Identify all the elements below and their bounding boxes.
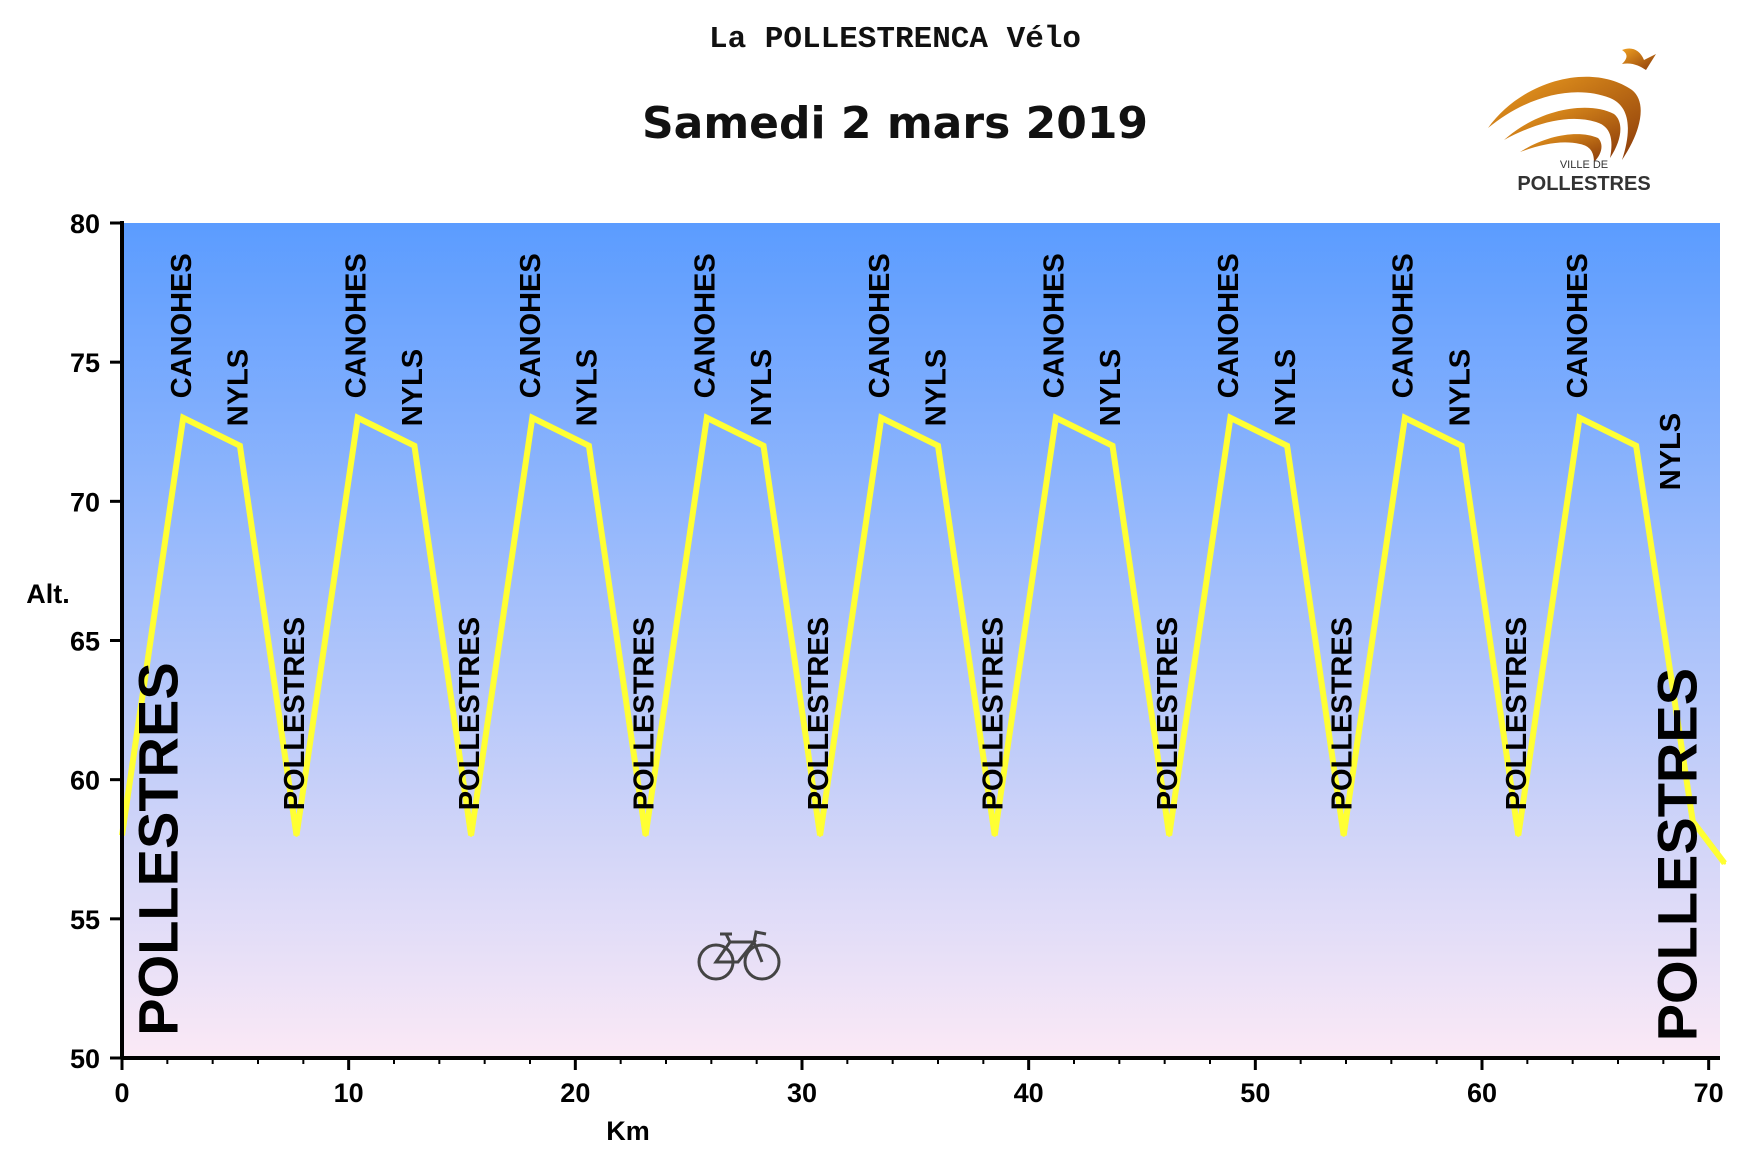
place-label: NYLS xyxy=(223,349,255,426)
y-tick-label: 80 xyxy=(70,209,100,239)
logo-swoosh-mid xyxy=(1504,107,1621,158)
profile-point xyxy=(1342,833,1346,837)
x-tick-label: 30 xyxy=(787,1078,817,1108)
profile-point xyxy=(1634,444,1638,448)
x-tick-label: 40 xyxy=(1014,1078,1044,1108)
profile-point xyxy=(1460,444,1464,448)
bicycle-icon xyxy=(697,930,781,981)
y-tick-label: 70 xyxy=(70,487,100,517)
place-label: CANOHES xyxy=(515,253,547,398)
logo: VILLE DE POLLESTRES xyxy=(1482,40,1702,220)
logo-line1: VILLE DE xyxy=(1560,159,1608,171)
place-label: POLLESTRES xyxy=(454,617,486,810)
place-label: CANOHES xyxy=(689,253,721,398)
profile-point xyxy=(412,444,416,448)
place-label: NYLS xyxy=(1270,349,1302,426)
profile-point xyxy=(238,444,242,448)
profile-point xyxy=(295,833,299,837)
x-tick-label: 10 xyxy=(334,1078,364,1108)
place-label: NYLS xyxy=(921,349,953,426)
logo-swoosh-inner xyxy=(1520,134,1602,162)
place-label: CANOHES xyxy=(1213,253,1245,398)
place-label: CANOHES xyxy=(1388,253,1420,398)
logo-line2: POLLESTRES xyxy=(1517,173,1650,195)
y-tick-label: 55 xyxy=(70,905,100,935)
bicycle-front-wheel xyxy=(743,943,781,981)
page-title: La POLLESTRENCA Vélo xyxy=(708,22,1082,57)
place-label: POLLESTRES xyxy=(977,617,1009,810)
profile-point xyxy=(818,833,822,837)
profile-point xyxy=(936,444,940,448)
plot-background xyxy=(122,223,1720,1058)
y-tick-label: 60 xyxy=(70,766,100,796)
profile-point xyxy=(993,833,997,837)
y-tick-label: 65 xyxy=(70,627,100,657)
profile-point xyxy=(1577,416,1581,420)
profile-point xyxy=(1403,416,1407,420)
place-label: POLLESTRES xyxy=(1501,617,1533,810)
profile-point xyxy=(1516,833,1520,837)
place-label-large: POLLESTRES xyxy=(1645,668,1708,1041)
x-tick-label: 0 xyxy=(114,1078,129,1108)
profile-point xyxy=(587,444,591,448)
place-label: NYLS xyxy=(1655,413,1687,490)
place-label: CANOHES xyxy=(1039,253,1071,398)
y-tick-label: 75 xyxy=(70,348,100,378)
place-label: NYLS xyxy=(1095,349,1127,426)
place-label: CANOHES xyxy=(1562,253,1594,398)
place-label: POLLESTRES xyxy=(628,617,660,810)
place-label: NYLS xyxy=(746,349,778,426)
place-label: POLLESTRES xyxy=(279,617,311,810)
y-tick-label: 50 xyxy=(70,1044,100,1074)
place-label-large: POLLESTRES xyxy=(127,662,190,1035)
bicycle-frame xyxy=(713,930,767,964)
profile-point xyxy=(705,416,709,420)
profile-point xyxy=(644,833,648,837)
place-label: POLLESTRES xyxy=(1152,617,1184,810)
logo-emblem: VILLE DE POLLESTRES xyxy=(1488,48,1656,195)
profile-point xyxy=(1167,833,1171,837)
place-label: POLLESTRES xyxy=(803,617,835,810)
profile-point xyxy=(879,416,883,420)
place-label: NYLS xyxy=(397,349,429,426)
profile-point xyxy=(1111,444,1115,448)
profile-point xyxy=(530,416,534,420)
x-tick-label: 70 xyxy=(1694,1078,1724,1108)
profile-point xyxy=(1054,416,1058,420)
logo-swoosh-outer xyxy=(1488,76,1641,160)
place-label: NYLS xyxy=(1444,349,1476,426)
x-tick-label: 60 xyxy=(1467,1078,1497,1108)
page-subtitle: Samedi 2 mars 2019 xyxy=(641,98,1149,149)
profile-point xyxy=(1691,819,1695,823)
logo-beak xyxy=(1622,48,1656,70)
y-axis-title: Alt. xyxy=(26,579,70,609)
profile-point xyxy=(1285,444,1289,448)
place-label: CANOHES xyxy=(166,253,198,398)
place-label: POLLESTRES xyxy=(1326,617,1358,810)
profile-point xyxy=(356,416,360,420)
profile-point xyxy=(469,833,473,837)
x-axis-title: Km xyxy=(606,1116,650,1146)
place-label: CANOHES xyxy=(864,253,896,398)
x-tick-label: 20 xyxy=(560,1078,590,1108)
profile-point xyxy=(761,444,765,448)
x-tick-label: 50 xyxy=(1240,1078,1270,1108)
profile-point xyxy=(1228,416,1232,420)
profile-point xyxy=(1723,861,1727,865)
place-label: CANOHES xyxy=(340,253,372,398)
place-label: NYLS xyxy=(572,349,604,426)
profile-point xyxy=(181,416,185,420)
